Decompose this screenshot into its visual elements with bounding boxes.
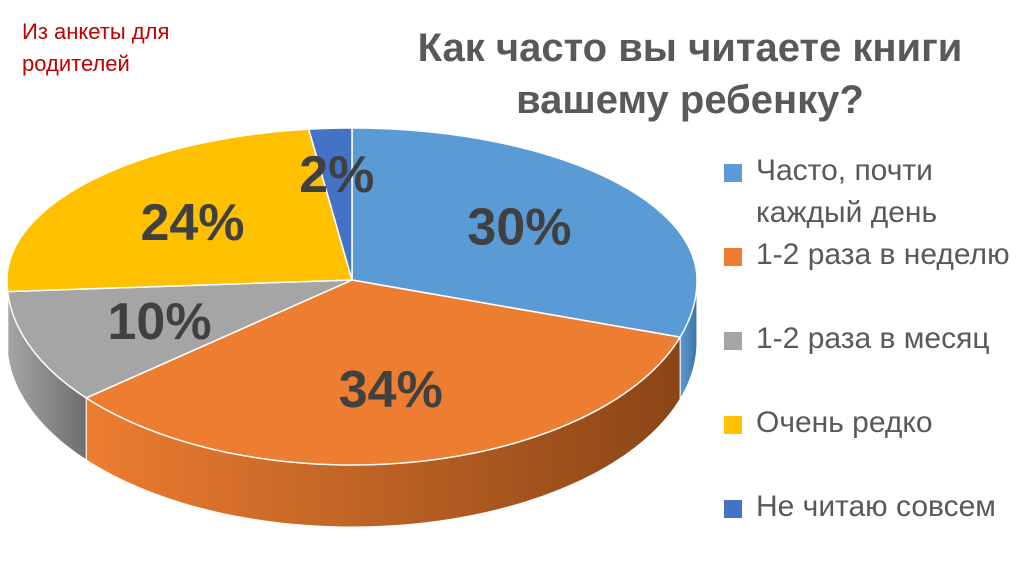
source-note: Из анкеты для родителей xyxy=(22,19,170,76)
legend-item: 1-2 раза в месяц xyxy=(722,318,1022,402)
legend-swatch xyxy=(724,416,742,434)
data-label: 2% xyxy=(299,146,374,204)
pie-slice xyxy=(351,127,698,338)
legend-label: 1-2 раза в месяц xyxy=(756,322,990,355)
legend-label: Очень редко xyxy=(756,406,933,439)
legend-item: Очень редко xyxy=(722,402,1022,486)
legend-item: 1-2 раза в неделю xyxy=(722,234,1022,318)
legend-item: Не читаю совсем xyxy=(722,486,1022,570)
legend-swatch xyxy=(724,248,742,266)
pie-slice xyxy=(84,279,682,466)
legend-label: Не читаю совсем xyxy=(756,490,996,523)
legend-swatch xyxy=(724,332,742,350)
legend-label: 1-2 раза в неделю xyxy=(756,238,1010,271)
pie-slice xyxy=(307,127,353,281)
data-label: 24% xyxy=(140,194,244,252)
pie-slice xyxy=(6,128,353,293)
legend: Часто, почти каждый день 1-2 раза в недел… xyxy=(722,150,1022,570)
data-label: 34% xyxy=(339,361,443,419)
legend-label: Часто, почти каждый день xyxy=(756,154,938,229)
legend-swatch xyxy=(724,164,742,182)
data-label: 30% xyxy=(467,198,571,256)
pie-slice xyxy=(6,279,353,399)
legend-swatch xyxy=(724,500,742,518)
chart-title: Как часто вы читаете книги вашему ребенк… xyxy=(417,26,963,122)
data-label: 10% xyxy=(107,293,211,351)
legend-item: Часто, почти каждый день xyxy=(722,150,1022,234)
